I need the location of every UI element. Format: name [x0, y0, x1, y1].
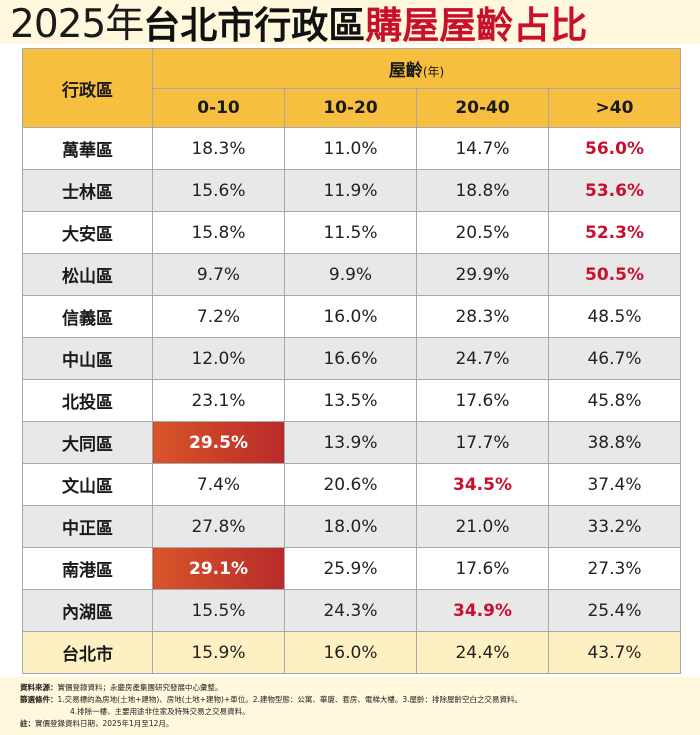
- total-value-cell: 43.7%: [548, 631, 681, 674]
- value-cell: 15.8%: [152, 211, 285, 254]
- value-cell: 17.6%: [416, 547, 549, 590]
- source-note: 資料來源：實價登錄資料；永慶房產集團研究發展中心彙整。: [20, 683, 223, 692]
- value-cell: 46.7%: [548, 337, 681, 380]
- value-cell: 11.9%: [284, 169, 417, 212]
- value-cell: 17.7%: [416, 421, 549, 464]
- value-cell: 11.0%: [284, 127, 417, 170]
- value-cell: 56.0%: [548, 127, 681, 170]
- table-row: 南港區 29.1% 25.9% 17.6% 27.3%: [22, 547, 681, 590]
- value-cell: 7.4%: [152, 463, 285, 506]
- value-cell: 27.3%: [548, 547, 681, 590]
- district-cell: 信義區: [22, 295, 153, 338]
- value-cell: 34.9%: [416, 589, 549, 632]
- age-bucket-header: 0-10: [152, 88, 285, 128]
- filter-note-2: 4.排除一樓、主要用途非住家及特殊交易之交易資料。: [70, 707, 250, 716]
- value-cell: 17.6%: [416, 379, 549, 422]
- total-value-cell: 15.9%: [152, 631, 285, 674]
- value-cell: 13.5%: [284, 379, 417, 422]
- district-cell: 內湖區: [22, 589, 153, 632]
- value-cell: 37.4%: [548, 463, 681, 506]
- value-cell: 34.5%: [416, 463, 549, 506]
- age-bucket-header: 10-20: [284, 88, 417, 128]
- district-cell: 中正區: [22, 505, 153, 548]
- age-bucket-header: >40: [548, 88, 681, 128]
- value-cell: 11.5%: [284, 211, 417, 254]
- title-main: 台北市行政區: [143, 4, 366, 47]
- table-row: 萬華區 18.3% 11.0% 14.7% 56.0%: [22, 127, 681, 170]
- value-cell: 29.5%: [152, 421, 285, 464]
- table-row: 北投區 23.1% 13.5% 17.6% 45.8%: [22, 379, 681, 422]
- total-row: 台北市 15.9% 16.0% 24.4% 43.7%: [22, 631, 681, 674]
- date-note: 註：實價登錄資料日期，2025年1月至12月。: [20, 719, 174, 728]
- table-row: 中山區 12.0% 16.6% 24.7% 46.7%: [22, 337, 681, 380]
- table-body: 萬華區 18.3% 11.0% 14.7% 56.0% 士林區 15.6% 11.9% 18.8…: [22, 127, 681, 674]
- total-label-cell: 台北市: [22, 631, 153, 674]
- house-age-table: 行政區 屋齡(年) 0-10 10-20 20-40 >40 萬華區 18.3% 11.0…: [22, 48, 681, 674]
- value-cell: 20.6%: [284, 463, 417, 506]
- value-cell: 27.8%: [152, 505, 285, 548]
- value-cell: 52.3%: [548, 211, 681, 254]
- table-row: 中正區 27.8% 18.0% 21.0% 33.2%: [22, 505, 681, 548]
- value-cell: 25.9%: [284, 547, 417, 590]
- value-cell: 38.8%: [548, 421, 681, 464]
- table-row: 內湖區 15.5% 24.3% 34.9% 25.4%: [22, 589, 681, 632]
- value-cell: 53.6%: [548, 169, 681, 212]
- age-bucket-header: 20-40: [416, 88, 549, 128]
- value-cell: 24.7%: [416, 337, 549, 380]
- title-highlight: 購屋屋齡占比: [365, 4, 588, 47]
- value-cell: 16.6%: [284, 337, 417, 380]
- page-title: 2025年 台北市行政區 購屋屋齡占比: [10, 0, 587, 44]
- total-value-cell: 16.0%: [284, 631, 417, 674]
- value-cell: 21.0%: [416, 505, 549, 548]
- value-cell: 20.5%: [416, 211, 549, 254]
- table-panel: 行政區 屋齡(年) 0-10 10-20 20-40 >40 萬華區 18.3% 11.0…: [0, 44, 700, 677]
- value-cell: 9.9%: [284, 253, 417, 296]
- district-cell: 中山區: [22, 337, 153, 380]
- value-cell: 16.0%: [284, 295, 417, 338]
- table-row: 文山區 7.4% 20.6% 34.5% 37.4%: [22, 463, 681, 506]
- value-cell: 24.3%: [284, 589, 417, 632]
- district-column-header: 行政區: [22, 48, 153, 128]
- value-cell: 45.8%: [548, 379, 681, 422]
- value-cell: 18.8%: [416, 169, 549, 212]
- value-cell: 28.3%: [416, 295, 549, 338]
- age-group-header: 屋齡(年): [152, 48, 681, 89]
- district-cell: 南港區: [22, 547, 153, 590]
- value-cell: 15.6%: [152, 169, 285, 212]
- footnotes: 資料來源：實價登錄資料；永慶房產集團研究發展中心彙整。 篩選條件：1.交易標的為…: [20, 682, 690, 730]
- value-cell: 7.2%: [152, 295, 285, 338]
- district-cell: 萬華區: [22, 127, 153, 170]
- table-row: 松山區 9.7% 9.9% 29.9% 50.5%: [22, 253, 681, 296]
- title-year: 2025年: [10, 2, 144, 47]
- table-row: 大同區 29.5% 13.9% 17.7% 38.8%: [22, 421, 681, 464]
- district-cell: 北投區: [22, 379, 153, 422]
- value-cell: 14.7%: [416, 127, 549, 170]
- district-cell: 大安區: [22, 211, 153, 254]
- value-cell: 25.4%: [548, 589, 681, 632]
- value-cell: 48.5%: [548, 295, 681, 338]
- value-cell: 13.9%: [284, 421, 417, 464]
- value-cell: 33.2%: [548, 505, 681, 548]
- age-header-label: 屋齡: [388, 61, 423, 81]
- table-row: 大安區 15.8% 11.5% 20.5% 52.3%: [22, 211, 681, 254]
- table-row: 士林區 15.6% 11.9% 18.8% 53.6%: [22, 169, 681, 212]
- value-cell: 23.1%: [152, 379, 285, 422]
- value-cell: 9.7%: [152, 253, 285, 296]
- district-cell: 松山區: [22, 253, 153, 296]
- value-cell: 18.0%: [284, 505, 417, 548]
- age-bucket-header-row: 0-10 10-20 20-40 >40: [23, 88, 681, 128]
- value-cell: 12.0%: [152, 337, 285, 380]
- table-row: 信義區 7.2% 16.0% 28.3% 48.5%: [22, 295, 681, 338]
- age-unit-label: (年): [422, 65, 445, 79]
- value-cell: 50.5%: [548, 253, 681, 296]
- total-value-cell: 24.4%: [416, 631, 549, 674]
- district-cell: 文山區: [22, 463, 153, 506]
- value-cell: 29.1%: [152, 547, 285, 590]
- filter-note: 篩選條件：1.交易標的為房地(土地+建物)、房地(土地+建物)+車位。2.建物型…: [20, 695, 523, 704]
- value-cell: 18.3%: [152, 127, 285, 170]
- value-cell: 15.5%: [152, 589, 285, 632]
- district-cell: 大同區: [22, 421, 153, 464]
- value-cell: 29.9%: [416, 253, 549, 296]
- district-cell: 士林區: [22, 169, 153, 212]
